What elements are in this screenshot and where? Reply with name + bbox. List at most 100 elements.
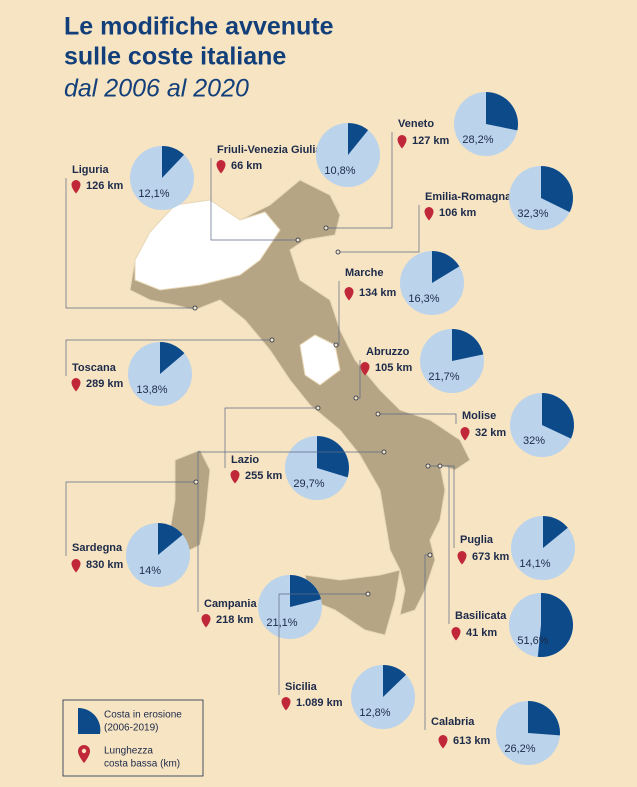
region-name: Puglia xyxy=(460,534,494,546)
pie-label: 32,3% xyxy=(517,208,548,220)
pie-erosion-slice xyxy=(160,342,185,374)
region-name: Calabria xyxy=(431,716,475,728)
region-name: Friuli-Venezia Giulia xyxy=(217,144,322,156)
pie-label: 12,8% xyxy=(359,707,390,719)
subtitle: dal 2006 al 2020 xyxy=(64,75,249,103)
pie-erosion-slice xyxy=(541,166,573,213)
coast-length: 106 km xyxy=(439,207,477,219)
map-dot xyxy=(353,395,359,401)
coast-length: 134 km xyxy=(359,287,397,299)
pin-icon xyxy=(460,427,470,441)
pin-icon xyxy=(457,551,467,565)
coast-length: 126 km xyxy=(86,180,124,192)
pie-label: 21,7% xyxy=(428,371,459,383)
pie-erosion-slice xyxy=(383,665,407,697)
pin-icon xyxy=(360,362,370,376)
pie-erosion-slice xyxy=(486,92,518,131)
leader-line xyxy=(338,205,420,253)
legend: Costa in erosione (2006-2019) Lunghezza … xyxy=(62,699,204,777)
pie-label: 12,1% xyxy=(138,188,169,200)
pin-icon xyxy=(71,180,81,194)
coast-length: 673 km xyxy=(472,551,510,563)
pin-icon xyxy=(216,160,226,174)
region-name: Liguria xyxy=(72,164,110,176)
pie-erosion-slice xyxy=(348,123,369,155)
pin-icon xyxy=(424,207,434,221)
map xyxy=(129,179,471,636)
legend-text: (2006-2019) xyxy=(104,723,158,734)
region-name: Sicilia xyxy=(285,681,318,693)
coast-length: 613 km xyxy=(453,735,491,747)
pie-erosion-slice xyxy=(162,146,185,178)
pie-label: 10,8% xyxy=(324,165,355,177)
map-dot xyxy=(315,405,321,411)
pie-erosion-slice xyxy=(158,523,183,555)
legend-text: costa bassa (km) xyxy=(104,759,180,770)
region-name: Veneto xyxy=(398,118,434,130)
map-dot xyxy=(437,463,443,469)
region-name: Basilicata xyxy=(455,610,507,622)
pin-icon xyxy=(344,287,354,301)
pin-icon xyxy=(230,470,240,484)
map-dot xyxy=(381,449,387,455)
coast-length: 127 km xyxy=(412,135,450,147)
leader-line xyxy=(440,465,450,624)
region-name: Toscana xyxy=(72,362,117,374)
coast-length: 255 km xyxy=(245,470,283,482)
pie-label: 16,3% xyxy=(408,293,439,305)
map-dot xyxy=(193,479,199,485)
pie-label: 13,8% xyxy=(136,384,167,396)
pie-erosion-slice xyxy=(543,516,568,548)
legend-text: Costa in erosione xyxy=(104,710,182,721)
coast-length: 66 km xyxy=(231,160,262,172)
leader-line xyxy=(224,407,318,468)
map-dot xyxy=(335,249,341,255)
pie-label: 14% xyxy=(139,565,161,577)
map-dot xyxy=(425,463,431,469)
map-dot xyxy=(323,225,329,231)
pie-erosion-slice xyxy=(542,393,575,439)
coast-length: 41 km xyxy=(466,627,497,639)
pin-icon xyxy=(71,378,81,392)
pin-icon xyxy=(281,697,291,711)
region-name: Molise xyxy=(462,410,496,422)
leader-line xyxy=(326,132,393,229)
leader-line xyxy=(197,451,384,612)
pie-label: 32% xyxy=(523,435,545,447)
coast-length: 218 km xyxy=(216,614,254,626)
pin-icon xyxy=(201,614,211,628)
pie-label: 29,7% xyxy=(293,478,324,490)
pie-erosion-slice xyxy=(452,329,484,361)
pin-icon xyxy=(451,627,461,641)
legend-text: Lunghezza xyxy=(104,746,153,757)
leader-line xyxy=(378,413,457,424)
leader-line xyxy=(428,465,455,548)
region-name: Lazio xyxy=(231,454,259,466)
map-dot xyxy=(365,591,371,597)
leader-line xyxy=(65,178,195,309)
pie-label: 51,6% xyxy=(517,635,548,647)
map-dot xyxy=(269,337,275,343)
map-dot xyxy=(333,342,339,348)
region-name: Marche xyxy=(345,267,384,279)
pie-erosion-slice xyxy=(432,251,460,283)
map-dot xyxy=(295,237,301,243)
coast-length: 32 km xyxy=(475,427,506,439)
coast-length: 1.089 km xyxy=(296,697,343,709)
pie-label: 26,2% xyxy=(504,743,535,755)
coast-length: 830 km xyxy=(86,559,124,571)
pie-erosion-slice xyxy=(528,701,560,736)
map-dot xyxy=(375,411,381,417)
map-dot xyxy=(192,305,198,311)
leader-line xyxy=(210,158,298,241)
pin-icon xyxy=(438,735,448,749)
coast-length: 289 km xyxy=(86,378,124,390)
pie-erosion-slice xyxy=(290,575,322,607)
pin-icon xyxy=(397,135,407,149)
title-line: sulle coste italiane xyxy=(64,43,286,71)
region-name: Sardegna xyxy=(72,542,123,554)
leader-line xyxy=(65,481,196,556)
map-dot xyxy=(427,552,433,558)
pie-label: 14,1% xyxy=(519,558,550,570)
